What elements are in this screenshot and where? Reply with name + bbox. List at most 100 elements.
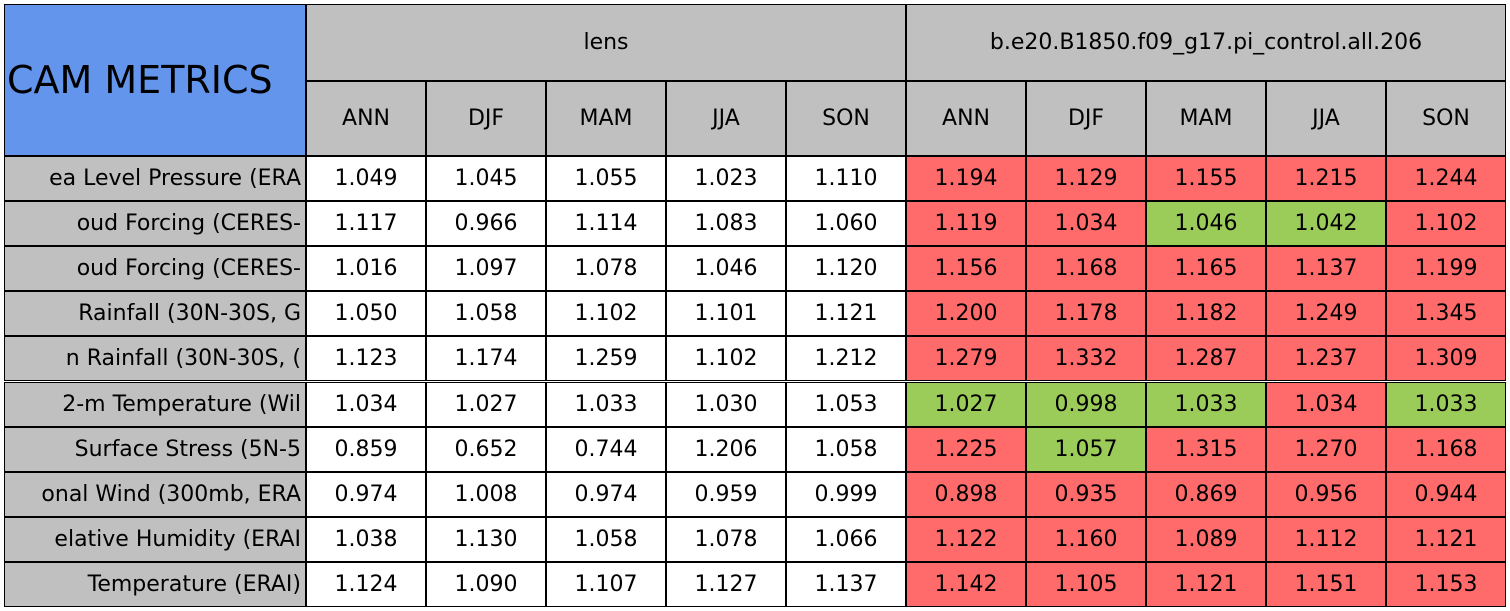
value-cell: 0.974 [306, 471, 426, 517]
value-cell: 1.129 [1026, 156, 1146, 202]
value-cell: 1.058 [786, 426, 906, 472]
value-cell: 0.944 [1386, 471, 1506, 517]
value-cell: 1.270 [1266, 426, 1386, 472]
value-cell: 1.279 [906, 336, 1026, 382]
value-cell: 1.033 [1146, 381, 1266, 427]
value-cell: 1.315 [1146, 426, 1266, 472]
value-cell: 1.089 [1146, 516, 1266, 562]
value-cell: 1.155 [1146, 156, 1266, 202]
value-cell: 1.345 [1386, 291, 1506, 337]
value-cell: 1.153 [1386, 561, 1506, 607]
value-cell: 1.237 [1266, 336, 1386, 382]
value-cell: 1.332 [1026, 336, 1146, 382]
value-cell: 1.309 [1386, 336, 1506, 382]
season-header: ANN [906, 81, 1026, 156]
value-cell: 1.102 [1386, 201, 1506, 247]
value-cell: 1.127 [666, 561, 786, 607]
value-cell: 1.225 [906, 426, 1026, 472]
title-cell: CAM METRICS [4, 4, 306, 156]
value-cell: 1.212 [786, 336, 906, 382]
value-cell: 1.102 [666, 336, 786, 382]
value-cell: 1.151 [1266, 561, 1386, 607]
group-header: lens [306, 4, 906, 81]
row-label: oud Forcing (CERES- [4, 201, 306, 247]
value-cell: 0.869 [1146, 471, 1266, 517]
value-cell: 1.058 [546, 516, 666, 562]
value-cell: 1.097 [426, 246, 546, 292]
value-cell: 1.101 [666, 291, 786, 337]
row-label: 2-m Temperature (Wil [4, 381, 306, 427]
value-cell: 0.999 [786, 471, 906, 517]
season-header: ANN [306, 81, 426, 156]
value-cell: 1.107 [546, 561, 666, 607]
group-header: b.e20.B1850.f09_g17.pi_control.all.206 [906, 4, 1506, 81]
value-cell: 1.178 [1026, 291, 1146, 337]
row-label: Rainfall (30N-30S, G [4, 291, 306, 337]
value-cell: 1.168 [1386, 426, 1506, 472]
value-cell: 0.898 [906, 471, 1026, 517]
value-cell: 1.137 [786, 561, 906, 607]
row-label: onal Wind (300mb, ERA [4, 471, 306, 517]
value-cell: 1.137 [1266, 246, 1386, 292]
value-cell: 1.034 [1266, 381, 1386, 427]
value-cell: 0.959 [666, 471, 786, 517]
value-cell: 1.023 [666, 156, 786, 202]
value-cell: 1.122 [906, 516, 1026, 562]
value-cell: 1.121 [786, 291, 906, 337]
value-cell: 1.114 [546, 201, 666, 247]
value-cell: 1.112 [1266, 516, 1386, 562]
value-cell: 1.046 [666, 246, 786, 292]
value-cell: 0.935 [1026, 471, 1146, 517]
value-cell: 0.652 [426, 426, 546, 472]
value-cell: 1.119 [906, 201, 1026, 247]
value-cell: 1.117 [306, 201, 426, 247]
value-cell: 1.121 [1146, 561, 1266, 607]
value-cell: 0.974 [546, 471, 666, 517]
row-label: Surface Stress (5N-5 [4, 426, 306, 472]
value-cell: 1.050 [306, 291, 426, 337]
value-cell: 1.027 [426, 381, 546, 427]
value-cell: 1.078 [666, 516, 786, 562]
value-cell: 1.156 [906, 246, 1026, 292]
value-cell: 1.110 [786, 156, 906, 202]
row-label: Temperature (ERAI) [4, 561, 306, 607]
value-cell: 1.194 [906, 156, 1026, 202]
value-cell: 1.030 [666, 381, 786, 427]
value-cell: 1.033 [546, 381, 666, 427]
value-cell: 1.034 [306, 381, 426, 427]
value-cell: 1.123 [306, 336, 426, 382]
row-label: ea Level Pressure (ERA [4, 156, 306, 202]
value-cell: 1.249 [1266, 291, 1386, 337]
row-label: n Rainfall (30N-30S, ( [4, 336, 306, 382]
value-cell: 1.045 [426, 156, 546, 202]
value-cell: 0.956 [1266, 471, 1386, 517]
row-label: elative Humidity (ERAI [4, 516, 306, 562]
value-cell: 1.182 [1146, 291, 1266, 337]
value-cell: 1.142 [906, 561, 1026, 607]
value-cell: 1.057 [1026, 426, 1146, 472]
value-cell: 1.046 [1146, 201, 1266, 247]
value-cell: 1.206 [666, 426, 786, 472]
season-header: MAM [546, 81, 666, 156]
value-cell: 1.124 [306, 561, 426, 607]
season-header: JJA [666, 81, 786, 156]
value-cell: 1.016 [306, 246, 426, 292]
value-cell: 1.078 [546, 246, 666, 292]
value-cell: 1.287 [1146, 336, 1266, 382]
value-cell: 1.066 [786, 516, 906, 562]
value-cell: 1.060 [786, 201, 906, 247]
value-cell: 1.055 [546, 156, 666, 202]
season-header: MAM [1146, 81, 1266, 156]
value-cell: 1.034 [1026, 201, 1146, 247]
value-cell: 1.027 [906, 381, 1026, 427]
value-cell: 1.053 [786, 381, 906, 427]
value-cell: 1.121 [1386, 516, 1506, 562]
season-header: SON [786, 81, 906, 156]
value-cell: 0.859 [306, 426, 426, 472]
value-cell: 0.966 [426, 201, 546, 247]
value-cell: 1.058 [426, 291, 546, 337]
value-cell: 1.120 [786, 246, 906, 292]
value-cell: 1.090 [426, 561, 546, 607]
value-cell: 1.259 [546, 336, 666, 382]
